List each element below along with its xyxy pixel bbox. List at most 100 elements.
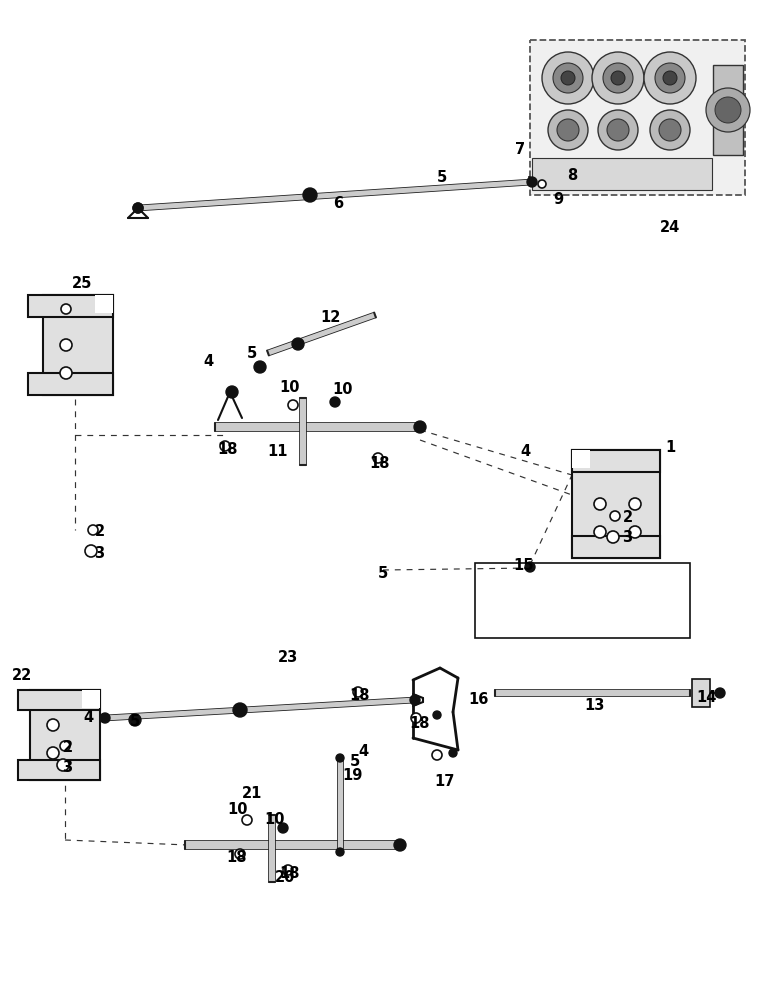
Polygon shape — [215, 423, 420, 431]
Text: 25: 25 — [72, 275, 92, 290]
Polygon shape — [495, 690, 690, 696]
Circle shape — [603, 63, 633, 93]
Text: 13: 13 — [585, 698, 605, 712]
Bar — [713, 65, 743, 155]
Text: 17: 17 — [435, 774, 455, 790]
Text: 18: 18 — [350, 688, 371, 702]
Text: 19: 19 — [343, 768, 363, 782]
Bar — [572, 536, 660, 558]
Circle shape — [336, 754, 344, 762]
Text: 18: 18 — [279, 865, 300, 880]
Circle shape — [129, 714, 141, 726]
Bar — [692, 679, 710, 707]
Circle shape — [220, 441, 230, 451]
Text: 16: 16 — [468, 692, 488, 708]
Circle shape — [88, 525, 98, 535]
Bar — [18, 690, 100, 710]
Bar — [95, 295, 113, 313]
Circle shape — [527, 177, 537, 187]
Circle shape — [553, 63, 583, 93]
Text: 9: 9 — [553, 192, 563, 208]
Circle shape — [411, 713, 421, 723]
Circle shape — [336, 848, 344, 856]
Circle shape — [598, 110, 638, 150]
Text: 5: 5 — [437, 169, 447, 184]
Circle shape — [47, 747, 59, 759]
Circle shape — [610, 511, 620, 521]
Circle shape — [715, 97, 741, 123]
Text: 3: 3 — [94, 546, 104, 560]
Text: 15: 15 — [513, 558, 534, 572]
Text: 2: 2 — [63, 740, 73, 756]
Text: 10: 10 — [279, 379, 300, 394]
Polygon shape — [185, 841, 400, 849]
Circle shape — [85, 545, 97, 557]
Circle shape — [607, 531, 619, 543]
Polygon shape — [337, 758, 343, 852]
Circle shape — [629, 526, 641, 538]
Text: 18: 18 — [370, 456, 391, 471]
Circle shape — [607, 119, 629, 141]
Text: 4: 4 — [203, 355, 213, 369]
Text: 5: 5 — [350, 754, 360, 770]
Bar — [18, 760, 100, 780]
Bar — [475, 563, 690, 638]
Circle shape — [278, 823, 288, 833]
Text: 10: 10 — [265, 812, 285, 828]
Circle shape — [655, 63, 685, 93]
Text: 3: 3 — [622, 530, 632, 546]
Text: 4: 4 — [520, 444, 530, 460]
Text: 18: 18 — [227, 850, 247, 865]
Circle shape — [542, 52, 594, 104]
Text: 2: 2 — [95, 524, 105, 540]
Circle shape — [254, 361, 266, 373]
Circle shape — [303, 188, 317, 202]
Circle shape — [659, 119, 681, 141]
Polygon shape — [138, 180, 532, 210]
Bar — [572, 450, 590, 468]
Circle shape — [373, 453, 383, 463]
Circle shape — [330, 397, 340, 407]
Bar — [82, 690, 100, 708]
Circle shape — [561, 71, 575, 85]
Bar — [532, 158, 712, 190]
Circle shape — [433, 711, 441, 719]
Polygon shape — [267, 313, 376, 355]
Bar — [30, 690, 100, 780]
Circle shape — [644, 52, 696, 104]
Text: 2: 2 — [623, 510, 633, 526]
Text: 3: 3 — [62, 760, 72, 776]
Circle shape — [557, 119, 579, 141]
Circle shape — [61, 304, 71, 314]
Text: 20: 20 — [275, 870, 295, 886]
Polygon shape — [105, 698, 415, 720]
Circle shape — [283, 865, 293, 875]
Circle shape — [100, 713, 110, 723]
Circle shape — [449, 749, 457, 757]
Text: 4: 4 — [83, 710, 93, 726]
Circle shape — [60, 367, 72, 379]
Bar — [530, 40, 745, 195]
Text: 18: 18 — [410, 716, 430, 730]
Polygon shape — [269, 815, 275, 882]
Bar — [28, 373, 113, 395]
Text: 23: 23 — [278, 650, 298, 666]
Circle shape — [57, 759, 69, 771]
Circle shape — [60, 339, 72, 351]
Circle shape — [594, 526, 606, 538]
Bar — [572, 450, 660, 472]
Circle shape — [629, 498, 641, 510]
Circle shape — [663, 71, 677, 85]
Text: 6: 6 — [333, 196, 343, 211]
Circle shape — [548, 110, 588, 150]
Circle shape — [538, 180, 546, 188]
Text: 10: 10 — [333, 382, 354, 397]
Text: 24: 24 — [660, 221, 680, 235]
Circle shape — [288, 400, 298, 410]
Circle shape — [226, 386, 238, 398]
Text: 8: 8 — [567, 167, 577, 182]
Text: 1: 1 — [665, 440, 676, 456]
Text: 21: 21 — [242, 786, 262, 800]
Text: 5: 5 — [247, 346, 257, 360]
Text: 12: 12 — [320, 310, 340, 326]
